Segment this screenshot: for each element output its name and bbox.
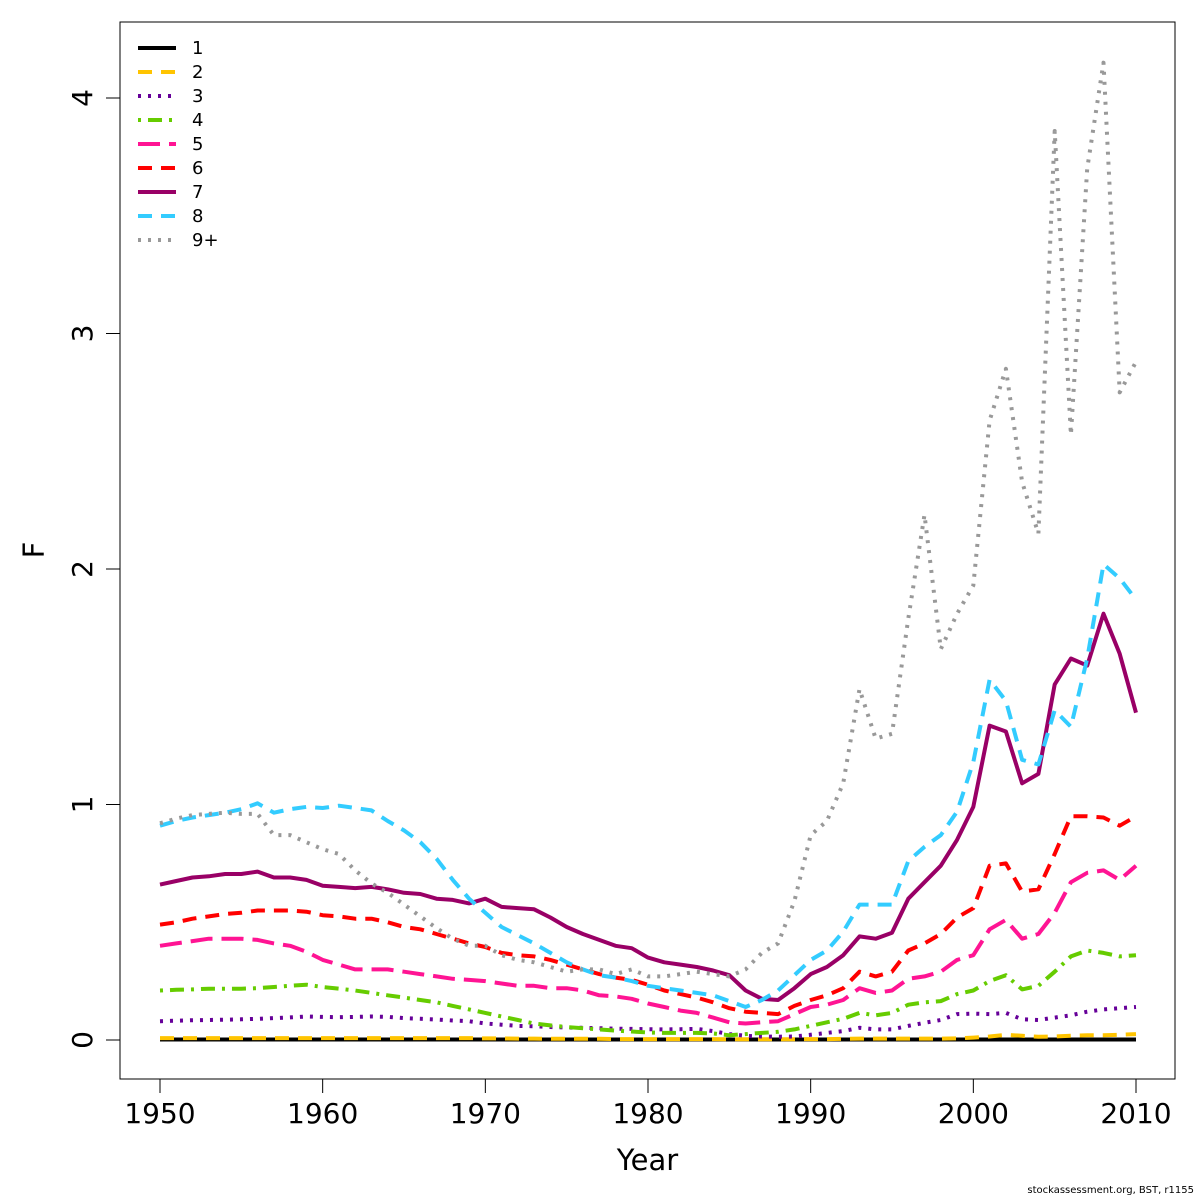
legend-label: 4 xyxy=(192,110,203,131)
series-layer xyxy=(159,60,1138,1042)
series-line-7 xyxy=(159,611,1138,1002)
y-tick-label: 4 xyxy=(66,89,99,107)
legend-label: 9+ xyxy=(192,230,219,251)
series-line-9plus xyxy=(159,60,1138,979)
legend-label: 8 xyxy=(192,206,203,227)
x-tick-label: 1950 xyxy=(124,1097,195,1130)
series-line-3 xyxy=(159,1005,1137,1039)
series-line-6 xyxy=(159,814,1137,1017)
plot-frame xyxy=(119,21,1176,1080)
x-axis-label: Year xyxy=(616,1143,678,1177)
series-line-4 xyxy=(159,948,1137,1038)
legend-label: 6 xyxy=(192,158,203,179)
series-line-2 xyxy=(160,1032,1137,1042)
legend-label: 2 xyxy=(192,62,203,83)
y-axis: 0 1 2 3 4 xyxy=(66,89,121,1049)
x-tick-label: 1960 xyxy=(287,1097,358,1130)
legend-label: 1 xyxy=(192,38,203,59)
y-axis-label: F xyxy=(17,542,51,559)
series-line-5 xyxy=(159,864,1138,1026)
legend: 1 2 3 4 5 6 7 8 9+ xyxy=(138,38,219,251)
y-tick-label: 0 xyxy=(66,1031,99,1049)
x-tick-label: 1990 xyxy=(775,1097,846,1130)
series-line-8 xyxy=(159,562,1138,1009)
y-tick-label: 1 xyxy=(66,796,99,814)
x-tick-label: 1980 xyxy=(612,1097,683,1130)
y-tick-label: 3 xyxy=(66,325,99,343)
credit-text: stockassessment.org, BST, r1155 xyxy=(1027,1185,1194,1196)
legend-label: 3 xyxy=(192,86,203,107)
x-tick-label: 2010 xyxy=(1100,1097,1171,1130)
legend-label: 5 xyxy=(192,134,203,155)
x-tick-label: 1970 xyxy=(450,1097,521,1130)
x-tick-label: 2000 xyxy=(938,1097,1009,1130)
x-axis: 1950 1960 1970 1980 1990 2000 2010 xyxy=(124,1078,1172,1130)
y-tick-label: 2 xyxy=(66,560,99,578)
legend-label: 7 xyxy=(192,182,203,203)
